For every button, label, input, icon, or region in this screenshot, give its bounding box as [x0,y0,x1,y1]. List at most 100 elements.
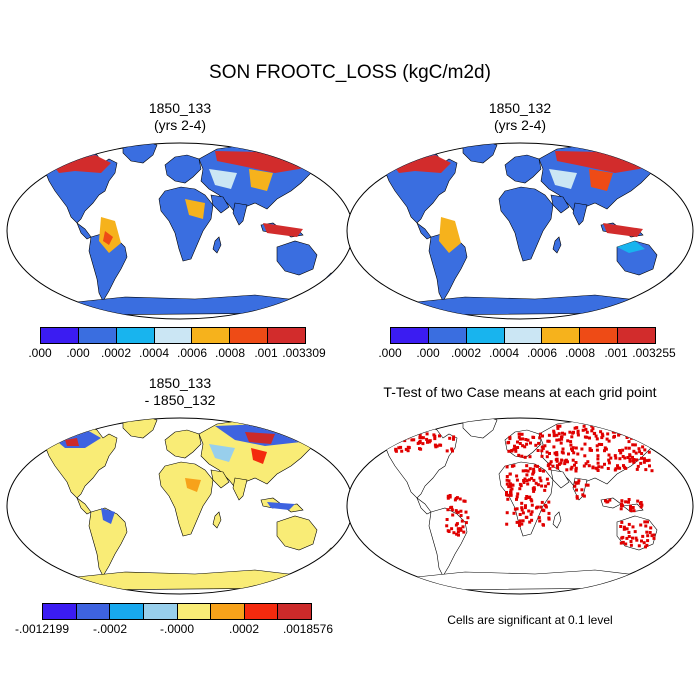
significant-cell [582,494,586,498]
legend-swatch [116,328,155,343]
significant-cell [403,439,407,443]
significant-cell [591,427,595,431]
significant-cell [505,465,509,469]
significant-cell [531,472,535,476]
significant-cell [572,430,575,434]
panel4-title: T-Test of two Case means at each grid po… [383,384,657,400]
significant-cell [529,512,533,516]
significant-cell [651,424,655,428]
significant-cell [561,451,565,455]
significant-cell [582,424,586,428]
significant-cell [547,517,551,521]
significant-cell [466,516,470,520]
significant-cell [625,527,629,531]
significant-cell [540,454,544,458]
significant-cell [533,464,537,468]
significant-cell [647,458,651,462]
significant-cell [584,462,588,466]
significant-cell [445,518,449,521]
significant-cell [652,443,656,447]
significant-cell [600,443,604,446]
significant-cell [528,520,532,524]
significant-cell [421,442,425,446]
significant-cell [573,484,577,488]
significant-cell [397,446,401,450]
significant-cell [398,436,401,439]
significant-cell [606,467,610,470]
legend-swatch [618,328,656,343]
significant-cell [438,434,441,438]
significant-cell [650,469,654,473]
significant-cell [521,519,525,523]
legend1-label: .000 [28,346,52,360]
significant-cell [433,443,437,447]
legend-swatch [230,328,269,343]
significant-cell [559,461,563,465]
significant-cell [629,507,632,511]
panel3-title-line2: - 1850_132 [144,392,216,408]
significant-cell [418,433,422,437]
significant-cell [637,544,641,548]
significant-cell [608,498,612,502]
significant-cell [574,481,578,485]
significant-cell [449,506,453,510]
significant-cell [539,432,542,436]
significant-cell [459,527,462,531]
legend-swatch [43,604,77,619]
significant-cell [590,424,594,428]
significant-cell [555,459,559,463]
significant-cell [521,511,525,515]
significant-cell [618,466,622,470]
significant-cell [631,443,635,447]
significant-cell [618,457,622,461]
legend3-label: .0018576 [282,622,334,636]
significant-cell [452,531,456,535]
significant-cell [588,448,592,452]
significant-cell [524,497,528,500]
significant-cell [574,461,578,464]
significant-cell [580,447,584,451]
significant-cell [643,520,647,524]
significant-cell [546,482,550,486]
significant-cell [510,449,514,452]
significant-cell [515,520,519,524]
significant-cell [506,493,510,497]
significant-cell [606,432,610,436]
significant-cell [526,438,530,442]
significant-cell [617,433,621,437]
significant-cell [586,483,590,487]
significant-cell [515,495,519,499]
significant-cell [627,522,631,526]
significant-cell [508,485,512,489]
significant-cell [446,494,450,498]
significant-cell [509,490,512,494]
significant-cell [457,533,460,537]
significant-cell [567,452,570,456]
significant-cell [538,469,542,472]
significant-cell [572,451,576,455]
significant-cell [648,464,651,468]
significant-cell [426,440,429,444]
significant-cell [628,454,632,458]
significant-cell [587,464,591,468]
significant-cell [510,483,514,487]
legend-swatch [78,328,117,343]
significant-cell [618,428,622,432]
significant-cell [634,451,638,455]
significant-cell [522,479,526,482]
significant-cell [636,464,640,468]
legend-swatch [466,328,505,343]
significant-cell [629,504,632,508]
legend-bar-1850-132 [390,327,656,344]
significant-cell [649,424,653,428]
significant-cell [513,507,517,511]
significant-cell [639,505,643,509]
significant-cell [452,435,456,439]
significant-cell [607,439,611,443]
significant-cell [507,479,511,483]
legend3-label: .0002 [228,622,260,636]
significant-cell [554,452,558,456]
significant-cell [400,432,404,436]
significant-cell [543,488,547,492]
significant-cell [514,449,518,453]
